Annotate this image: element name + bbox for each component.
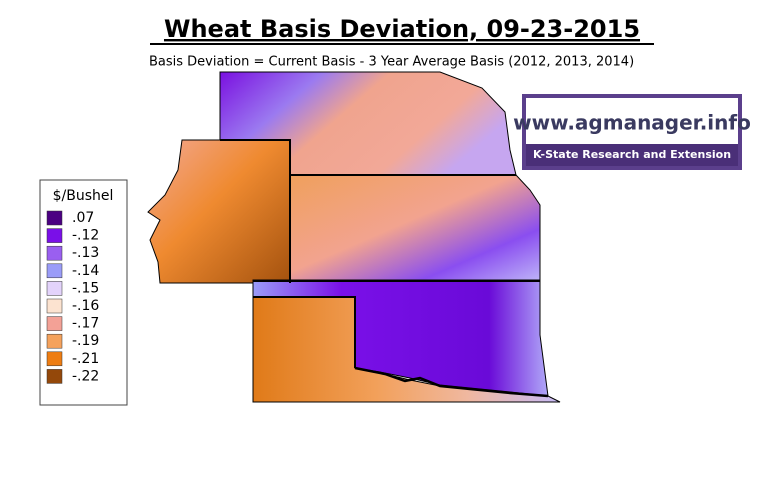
legend-label: -.14 <box>72 263 99 279</box>
title: Wheat Basis Deviation, 09-23-2015 <box>164 15 640 43</box>
legend-swatch <box>46 333 63 349</box>
logo-bar <box>526 144 738 166</box>
logo-url: www.agmanager.info <box>513 111 751 135</box>
legend-label: -.15 <box>72 280 99 296</box>
border <box>220 139 291 283</box>
legend-swatch <box>46 210 63 226</box>
legend-label: -.13 <box>72 245 99 261</box>
legend-swatch <box>46 351 63 367</box>
subtitle: Basis Deviation = Current Basis - 3 Year… <box>149 55 634 70</box>
legend-swatch <box>46 245 63 261</box>
legend-swatch <box>46 228 63 243</box>
legend-label: -.19 <box>72 333 99 349</box>
legend-label: -.21 <box>72 351 99 367</box>
legend-label: -.17 <box>72 316 99 332</box>
border <box>253 296 356 368</box>
legend-title: $/Bushel <box>53 188 114 204</box>
colorado <box>147 139 291 284</box>
legend-label: -.12 <box>72 228 99 244</box>
legend-swatch <box>46 298 63 314</box>
legend-swatch <box>46 281 63 296</box>
legend-label: -.16 <box>72 298 99 314</box>
legend: $/Bushel .07 -.12-.13 -.14-.15 -.16 -.17-.19… <box>39 179 128 406</box>
legend-label: .07 <box>72 210 94 226</box>
legend-swatch <box>46 263 63 279</box>
kansas <box>289 174 541 284</box>
red-river <box>354 366 549 398</box>
logo-org: K-State Research and Extension <box>533 148 731 161</box>
state-borders <box>220 139 540 368</box>
legend-label: -.22 <box>72 368 99 384</box>
map-regions <box>147 71 561 403</box>
logo: www.agmanager.info K-State Research and … <box>513 94 751 170</box>
legend-swatch <box>46 316 63 331</box>
legend-swatch <box>46 369 63 384</box>
